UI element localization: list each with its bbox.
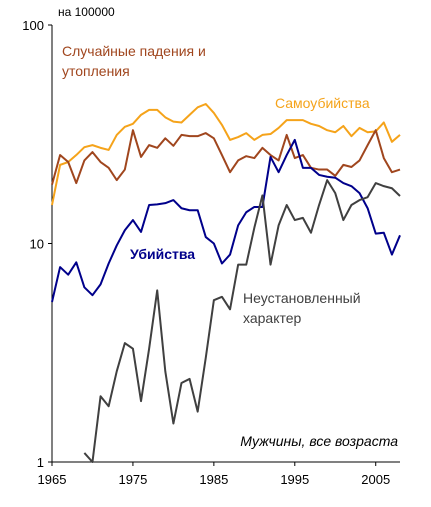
series-label: утопления: [62, 63, 130, 79]
series-line: [51, 138, 401, 303]
x-tick-label: 1985: [199, 472, 228, 487]
x-tick-label: 1965: [38, 472, 67, 487]
series-line: [83, 179, 401, 463]
series-label: Неустановленный: [243, 290, 361, 306]
series-line: [51, 102, 401, 206]
y-tick-label: 100: [22, 18, 44, 33]
series-label: характер: [243, 310, 302, 326]
series-label: Убийства: [130, 246, 195, 262]
series-label: Случайные падения и: [62, 43, 206, 59]
series-line: [51, 129, 401, 185]
x-tick-label: 1975: [118, 472, 147, 487]
series-label: Самоубийства: [275, 95, 370, 111]
y-axis-label: на 100000: [58, 5, 115, 19]
annotation: Мужчины, все возраста: [240, 433, 398, 449]
y-tick-label: 1: [37, 455, 44, 470]
x-tick-label: 2005: [361, 472, 390, 487]
y-tick-label: 10: [30, 237, 44, 252]
x-tick-label: 1995: [280, 472, 309, 487]
